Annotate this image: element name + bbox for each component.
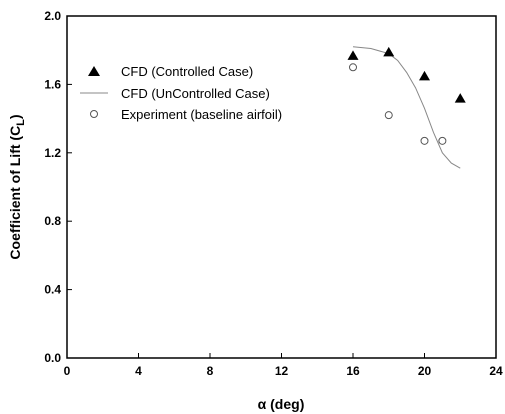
legend-label-experiment: Experiment (baseline airfoil) bbox=[121, 107, 282, 122]
y-axis-title-subscript: L bbox=[15, 119, 27, 126]
data-point-controlled bbox=[347, 50, 359, 60]
y-axis-title-close: ) bbox=[7, 114, 23, 119]
data-point-experiment bbox=[349, 63, 357, 72]
legend: CFD (Controlled Case) CFD (UnControlled … bbox=[80, 64, 282, 122]
data-point-controlled bbox=[419, 70, 430, 81]
x-tick-label: 12 bbox=[275, 364, 289, 378]
x-tick-label: 8 bbox=[207, 364, 214, 378]
series-layer bbox=[347, 46, 466, 169]
y-tick-label: 1.2 bbox=[44, 146, 61, 160]
y-tick-label: 0.4 bbox=[44, 283, 61, 297]
y-axis-title-main: Coefficient of Lift (C bbox=[7, 126, 23, 260]
x-tick-label: 16 bbox=[346, 364, 360, 378]
data-point-experiment bbox=[384, 111, 393, 120]
legend-marker-triangle bbox=[88, 66, 100, 76]
y-tick-label: 2.0 bbox=[44, 9, 61, 23]
legend-label-uncontrolled: CFD (UnControlled Case) bbox=[121, 86, 270, 101]
legend-marker-circle bbox=[90, 110, 98, 118]
y-axis-title: Coefficient of Lift (CL) bbox=[7, 114, 27, 259]
y-tick-label: 0.8 bbox=[44, 214, 61, 228]
y-tick-label: 1.6 bbox=[44, 77, 61, 91]
series-line-uncontrolled bbox=[352, 46, 461, 169]
x-axis-title: α (deg) bbox=[258, 396, 305, 412]
x-tick-label: 0 bbox=[64, 364, 71, 378]
y-tick-label: 0.0 bbox=[44, 351, 61, 365]
y-axis-ticks: 0.0 0.4 0.8 1.2 1.6 2.0 bbox=[44, 9, 72, 365]
x-tick-label: 20 bbox=[418, 364, 432, 378]
x-tick-label: 4 bbox=[135, 364, 142, 378]
x-axis-ticks: 0 4 8 12 16 20 24 bbox=[64, 353, 503, 378]
data-point-experiment bbox=[420, 136, 429, 145]
legend-label-controlled: CFD (Controlled Case) bbox=[121, 64, 253, 79]
x-tick-label: 24 bbox=[489, 364, 503, 378]
data-point-controlled bbox=[383, 46, 395, 57]
data-point-controlled bbox=[454, 93, 466, 103]
data-point-experiment bbox=[438, 136, 447, 145]
